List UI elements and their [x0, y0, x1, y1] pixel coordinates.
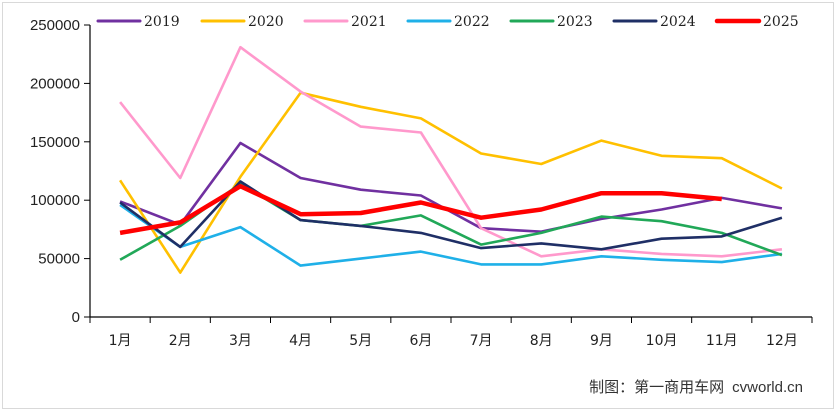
series-line-2022	[119, 203, 783, 267]
legend-label: 2021	[351, 14, 387, 30]
y-tick-label: 50000	[38, 251, 80, 268]
y-tick-label: 150000	[30, 134, 80, 151]
x-tick-label: 12月	[766, 333, 798, 349]
credit-site: cvworld.cn	[732, 379, 803, 396]
legend-label: 2022	[454, 14, 490, 30]
legend-label: 2024	[660, 14, 696, 30]
x-tick-label: 6月	[409, 333, 432, 349]
series-line-2021	[119, 45, 783, 258]
credit-label: 制图：第一商用车网	[589, 378, 725, 396]
y-tick-label: 100000	[30, 192, 80, 209]
legend-item-2019: 2019	[96, 14, 180, 30]
legend-item-2021: 2021	[303, 14, 387, 30]
legend-item-2025: 2025	[714, 14, 799, 30]
x-tick-label: 9月	[590, 333, 613, 349]
y-tick-label: 200000	[30, 75, 80, 92]
series-2025	[119, 183, 722, 236]
chart-frame	[2, 2, 834, 409]
series-line-2025	[119, 183, 722, 236]
x-tick-label: 8月	[530, 333, 553, 349]
legend-item-2020: 2020	[200, 14, 284, 30]
x-tick-label: 4月	[289, 333, 312, 349]
x-tick-label: 7月	[470, 333, 493, 349]
legend-item-2023: 2023	[509, 14, 593, 30]
x-tick-label: 2月	[169, 333, 192, 349]
legend-item-2024: 2024	[612, 14, 696, 30]
legend: 2019 2020 2021 2022 2023 2024 2025	[96, 14, 799, 30]
y-tick-label: 250000	[30, 17, 80, 34]
y-tick-label: 0	[72, 309, 80, 326]
x-tick-label: 5月	[349, 333, 372, 349]
x-tick-label: 10月	[646, 333, 678, 349]
x-tick-label: 11月	[706, 333, 738, 349]
axes: 0 50000 100000 150000 200000 250000 1月 2月 3月 4月 5月…	[30, 17, 813, 349]
x-tick-label: 3月	[229, 333, 252, 349]
series-2022	[119, 203, 783, 267]
series-group	[118, 45, 783, 274]
series-2021	[119, 45, 783, 258]
legend-label: 2019	[144, 14, 180, 30]
legend-label: 2025	[763, 14, 799, 30]
chart-credit: 制图：第一商用车网 cvworld.cn	[589, 376, 803, 397]
legend-label: 2020	[248, 14, 284, 30]
legend-label: 2023	[557, 14, 593, 30]
x-tick-label: 1月	[109, 333, 132, 349]
series-2024	[119, 180, 783, 251]
legend-item-2022: 2022	[406, 14, 490, 30]
series-line-2024	[119, 180, 783, 251]
